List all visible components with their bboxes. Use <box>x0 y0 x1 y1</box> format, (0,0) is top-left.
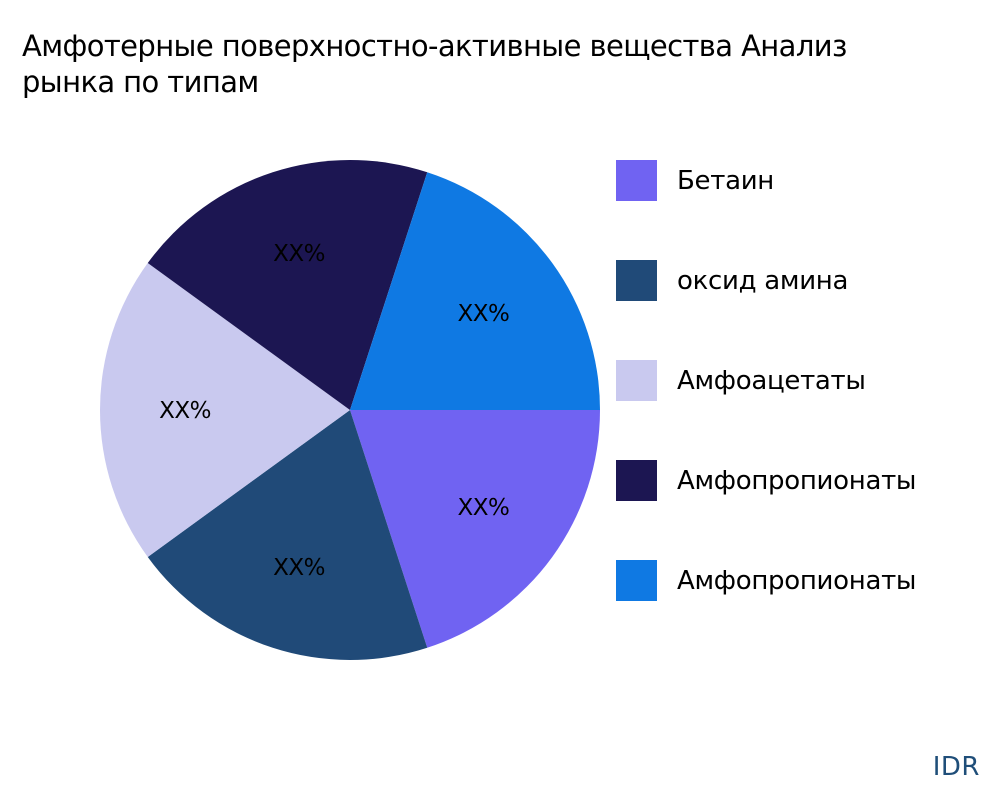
pie-slice[interactable] <box>100 263 350 557</box>
legend-item-betaine[interactable]: Бетаин <box>616 160 774 201</box>
watermark-logo: IDR <box>932 752 980 782</box>
pie-slice[interactable] <box>147 160 428 410</box>
legend-label: Бетаин <box>677 165 775 196</box>
legend-swatch-icon <box>616 160 657 201</box>
legend-label: оксид амина <box>677 265 849 296</box>
pie-slice[interactable] <box>350 410 600 648</box>
legend-label: Амфопропионаты <box>677 565 917 596</box>
pie-slice-label: XX% <box>159 398 211 424</box>
legend-item-amphopropionates-1[interactable]: Амфопропионаты <box>616 460 916 501</box>
pie-slices <box>100 160 600 660</box>
legend-label: Амфоацетаты <box>677 365 866 396</box>
pie-slice[interactable] <box>147 410 428 660</box>
legend-swatch-icon <box>616 360 657 401</box>
chart-title-line-1: Амфотерные поверхностно-активные веществ… <box>22 29 847 63</box>
pie-slice-label: XX% <box>458 495 510 521</box>
legend-swatch-icon <box>616 560 657 601</box>
legend-item-amphopropionates-2[interactable]: Амфопропионаты <box>616 560 916 601</box>
pie-slice[interactable] <box>350 172 600 410</box>
pie-slice-labels: XX% XX% XX% XX% XX% <box>159 241 510 581</box>
legend-label: Амфопропионаты <box>677 465 917 496</box>
legend-item-amine-oxide[interactable]: оксид амина <box>616 260 848 301</box>
legend-swatch-icon <box>616 460 657 501</box>
legend-swatch-icon <box>616 260 657 301</box>
pie-slice-label: XX% <box>458 301 510 327</box>
pie-slice-label: XX% <box>273 555 325 581</box>
legend-item-amphoacetates[interactable]: Амфоацетаты <box>616 360 866 401</box>
chart-title-line-2: рынка по типам <box>22 65 259 99</box>
pie-slice-label: XX% <box>273 241 325 267</box>
chart-title: Амфотерные поверхностно-активные веществ… <box>22 28 1000 100</box>
